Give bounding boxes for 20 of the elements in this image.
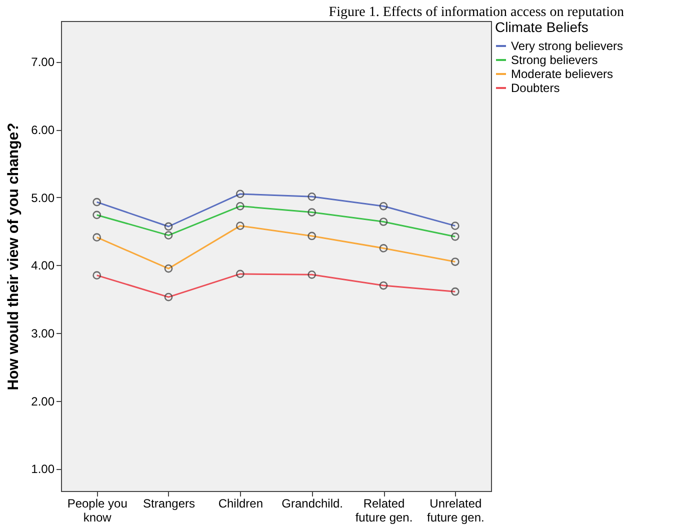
legend-label: Very strong believers bbox=[511, 39, 624, 53]
y-axis-title: How would their view of you change? bbox=[5, 122, 22, 390]
y-tick-label: 2.00 bbox=[31, 394, 55, 408]
y-tick-label: 3.00 bbox=[31, 326, 55, 340]
legend-label: Doubters bbox=[511, 81, 560, 95]
legend-label: Strong believers bbox=[511, 53, 598, 67]
y-tick-label: 4.00 bbox=[31, 258, 55, 273]
x-tick-label: Children bbox=[218, 496, 264, 510]
y-tick-label: 6.00 bbox=[31, 123, 55, 138]
legend-title: Climate Beliefs bbox=[495, 19, 588, 35]
x-tick-label: Strangers bbox=[142, 496, 196, 510]
y-tick-label: 5.00 bbox=[31, 190, 55, 205]
x-tick-label: Related future gen. bbox=[355, 496, 413, 524]
x-tick-label: Unrelated future gen. bbox=[426, 496, 484, 524]
y-tick-label: 1.00 bbox=[31, 462, 55, 476]
legend-label: Moderate believers bbox=[511, 67, 614, 81]
x-tick-label: People you know bbox=[67, 496, 128, 524]
x-tick-label: Grandchild. bbox=[282, 496, 344, 510]
y-tick-label: 7.00 bbox=[31, 55, 55, 70]
chart-title: Figure 1. Effects of information access on reputation bbox=[328, 5, 624, 20]
